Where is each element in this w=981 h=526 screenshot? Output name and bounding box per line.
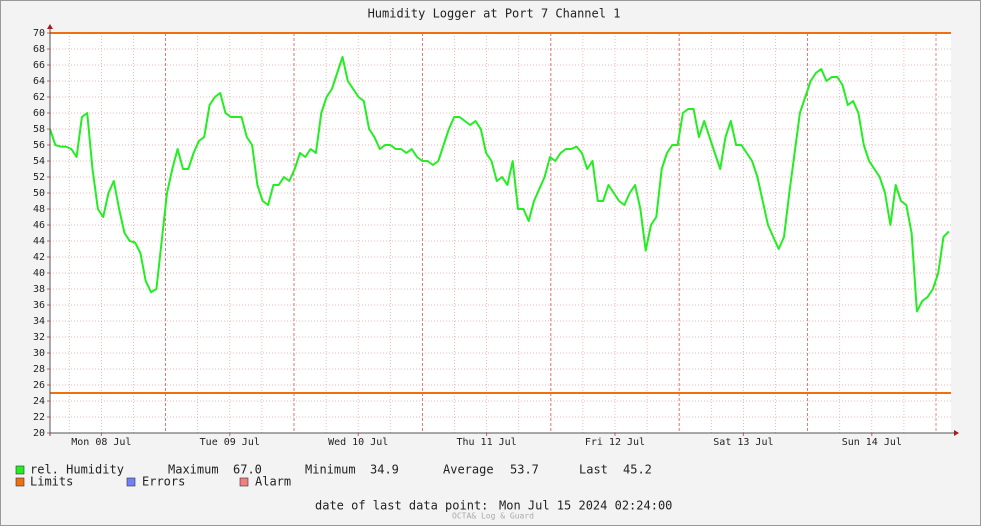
stat-value: 45.2 xyxy=(623,463,652,477)
x-tick-label: Tue 09 Jul xyxy=(200,437,260,448)
stat-name: Minimum xyxy=(305,463,356,477)
y-tick-label: 32 xyxy=(33,332,45,343)
legend-swatch xyxy=(15,465,25,475)
x-tick-label: Thu 11 Jul xyxy=(456,437,516,448)
x-tick-label: Sat 13 Jul xyxy=(713,437,773,448)
x-tick-label: Sun 14 Jul xyxy=(842,437,902,448)
y-tick-label: 44 xyxy=(33,236,45,247)
plot-area xyxy=(50,33,951,433)
x-tick-label: Fri 12 Jul xyxy=(585,437,645,448)
y-tick-label: 20 xyxy=(33,428,45,439)
y-tick-label: 30 xyxy=(33,348,45,359)
y-tick-label: 56 xyxy=(33,140,45,151)
stat-value: 34.9 xyxy=(370,463,399,477)
legend-swatch xyxy=(15,477,25,487)
legend-label: Alarm xyxy=(255,475,291,489)
watermark: OCTA& Log & Guard xyxy=(452,512,534,521)
stat-value: 67.0 xyxy=(233,463,262,477)
y-tick-label: 38 xyxy=(33,284,45,295)
stat-name: Maximum xyxy=(168,463,219,477)
stat-name: Last xyxy=(579,463,608,477)
data-line xyxy=(49,56,950,313)
y-tick-label: 60 xyxy=(33,108,45,119)
legend-swatch xyxy=(239,477,249,487)
y-tick-label: 24 xyxy=(33,396,45,407)
y-tick-label: 26 xyxy=(33,380,45,391)
y-tick-label: 48 xyxy=(33,204,45,215)
chart-title: Humidity Logger at Port 7 Channel 1 xyxy=(368,7,621,21)
y-tick-label: 46 xyxy=(33,220,45,231)
legend-swatch xyxy=(126,477,136,487)
footer-label: date of last data point: xyxy=(315,499,488,513)
y-tick-label: 40 xyxy=(33,268,45,279)
y-tick-label: 58 xyxy=(33,124,45,135)
axis-arrow xyxy=(47,24,53,29)
y-tick-label: 70 xyxy=(33,28,45,39)
y-tick-label: 34 xyxy=(33,316,45,327)
y-tick-label: 28 xyxy=(33,364,45,375)
legend-label: Errors xyxy=(142,475,185,489)
y-tick-label: 64 xyxy=(33,76,45,87)
y-tick-label: 66 xyxy=(33,60,45,71)
axis-arrow xyxy=(954,430,959,436)
y-tick-label: 22 xyxy=(33,412,45,423)
y-tick-label: 62 xyxy=(33,92,45,103)
y-tick-label: 36 xyxy=(33,300,45,311)
y-tick-label: 52 xyxy=(33,172,45,183)
x-tick-label: Mon 08 Jul xyxy=(71,437,131,448)
x-tick-label: Wed 10 Jul xyxy=(328,437,388,448)
footer-value: Mon Jul 15 2024 02:24:00 xyxy=(499,499,672,513)
legend-label: rel. Humidity xyxy=(30,463,124,477)
legend-label: Limits xyxy=(30,475,73,489)
y-tick-label: 54 xyxy=(33,156,45,167)
y-tick-label: 42 xyxy=(33,252,45,263)
y-tick-label: 50 xyxy=(33,188,45,199)
y-tick-label: 68 xyxy=(33,44,45,55)
stat-name: Average xyxy=(443,463,494,477)
stat-value: 53.7 xyxy=(510,463,539,477)
